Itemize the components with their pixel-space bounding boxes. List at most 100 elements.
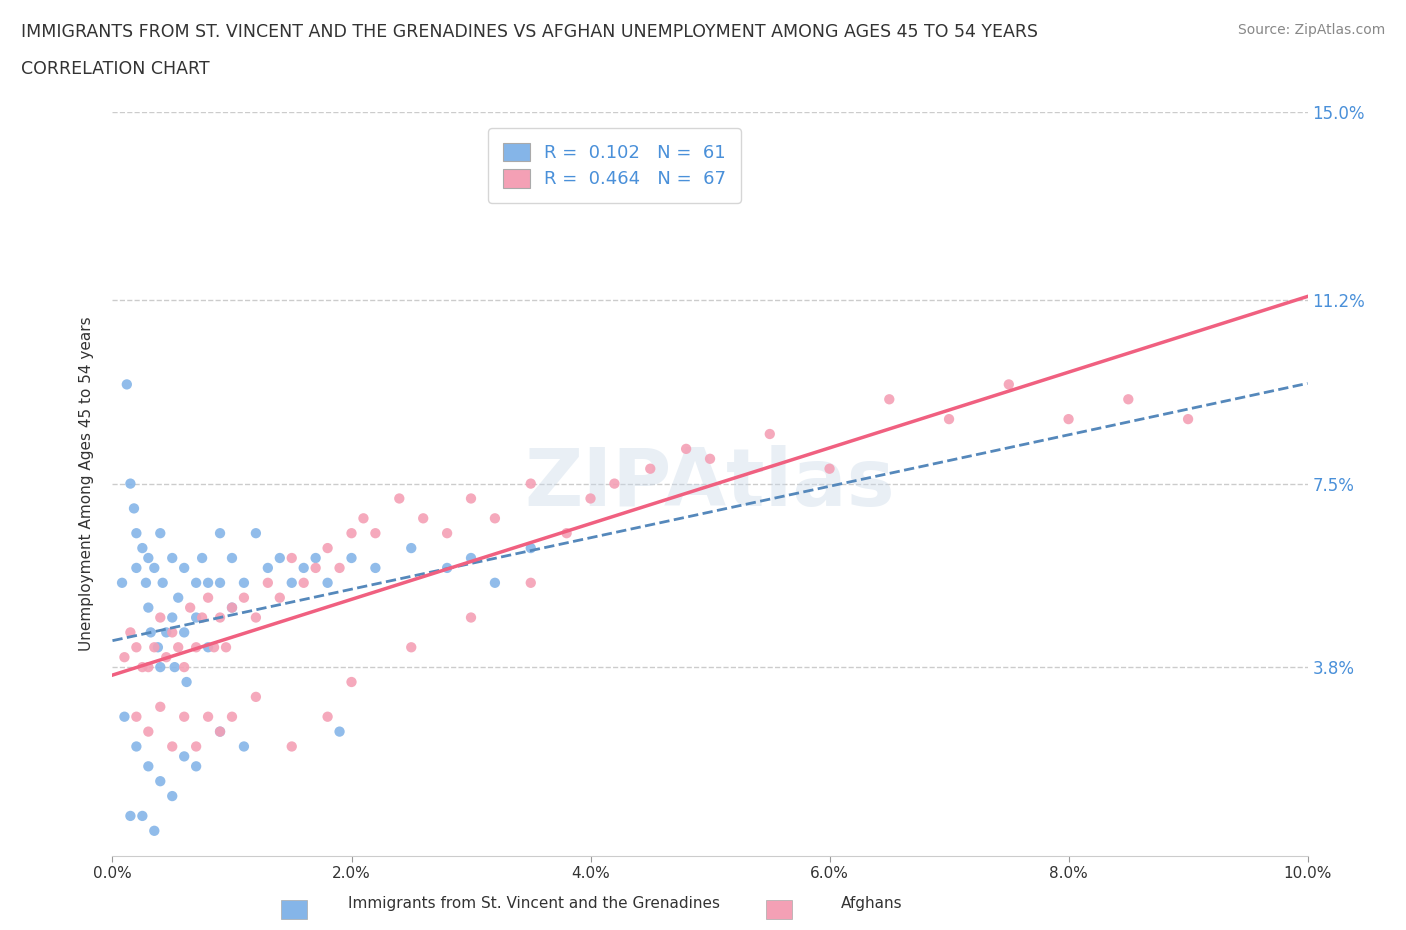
Text: Immigrants from St. Vincent and the Grenadines: Immigrants from St. Vincent and the Gren…	[349, 897, 720, 911]
Point	[281, 551, 304, 565]
Point	[176, 674, 198, 689]
Point	[111, 576, 134, 591]
Point	[143, 823, 166, 838]
Point	[998, 377, 1021, 392]
Point	[125, 561, 148, 576]
Point	[138, 759, 160, 774]
Point	[221, 710, 243, 724]
Point	[125, 525, 148, 540]
Point	[221, 551, 243, 565]
Point	[257, 561, 280, 576]
Point	[162, 610, 183, 625]
Point	[364, 561, 387, 576]
Point	[209, 576, 232, 591]
Point	[149, 525, 172, 540]
Point	[179, 600, 201, 615]
Point	[316, 710, 339, 724]
Point	[114, 710, 135, 724]
Point	[149, 610, 172, 625]
Point	[162, 625, 183, 640]
Point	[173, 749, 195, 764]
Point	[316, 540, 339, 555]
Point	[186, 640, 208, 655]
Point	[675, 442, 697, 457]
Point	[269, 591, 291, 605]
Point	[122, 501, 145, 516]
Point	[167, 591, 190, 605]
Point	[340, 551, 363, 565]
Point	[364, 525, 387, 540]
Point	[186, 759, 208, 774]
Point	[401, 540, 423, 555]
Point	[412, 511, 434, 525]
Point	[209, 724, 232, 739]
Point	[340, 525, 363, 540]
Text: Afghans: Afghans	[841, 897, 903, 911]
Text: IMMIGRANTS FROM ST. VINCENT AND THE GRENADINES VS AFGHAN UNEMPLOYMENT AMONG AGES: IMMIGRANTS FROM ST. VINCENT AND THE GREN…	[21, 23, 1038, 41]
Point	[191, 551, 214, 565]
Y-axis label: Unemployment Among Ages 45 to 54 years: Unemployment Among Ages 45 to 54 years	[79, 316, 94, 651]
Point	[699, 451, 721, 466]
Point	[135, 576, 157, 591]
Point	[484, 511, 506, 525]
Point	[120, 476, 142, 491]
Point	[460, 610, 482, 625]
Point	[520, 576, 543, 591]
Point	[138, 724, 160, 739]
Point	[131, 659, 153, 674]
Point	[209, 525, 232, 540]
Point	[281, 739, 304, 754]
Point	[149, 699, 172, 714]
Point	[139, 625, 162, 640]
Point	[173, 659, 195, 674]
Point	[316, 576, 339, 591]
Point	[520, 540, 543, 555]
Point	[209, 610, 232, 625]
Point	[353, 511, 375, 525]
Text: Source: ZipAtlas.com: Source: ZipAtlas.com	[1237, 23, 1385, 37]
Point	[125, 739, 148, 754]
Point	[436, 561, 458, 576]
Point	[460, 491, 482, 506]
Point	[162, 551, 183, 565]
Point	[1177, 412, 1199, 427]
Point	[579, 491, 602, 506]
Point	[186, 576, 208, 591]
Point	[233, 739, 256, 754]
Point	[162, 739, 183, 754]
Point	[155, 650, 177, 665]
Text: CORRELATION CHART: CORRELATION CHART	[21, 60, 209, 78]
Point	[115, 377, 138, 392]
Point	[186, 739, 208, 754]
Point	[257, 576, 280, 591]
Point	[401, 640, 423, 655]
Text: ZIPAtlas: ZIPAtlas	[524, 445, 896, 523]
Point	[640, 461, 662, 476]
Point	[292, 561, 315, 576]
Point	[245, 610, 267, 625]
Point	[281, 576, 304, 591]
Point	[149, 774, 172, 789]
Point	[436, 525, 458, 540]
Point	[759, 427, 782, 442]
Point	[163, 659, 186, 674]
Point	[879, 392, 901, 406]
Point	[131, 540, 153, 555]
Point	[125, 710, 148, 724]
Point	[305, 561, 328, 576]
Point	[152, 576, 174, 591]
Point	[1057, 412, 1080, 427]
Point	[233, 591, 256, 605]
Point	[120, 625, 142, 640]
Point	[292, 576, 315, 591]
Point	[197, 576, 219, 591]
Point	[215, 640, 238, 655]
Point	[221, 600, 243, 615]
Point	[173, 710, 195, 724]
Point	[120, 808, 142, 823]
Point	[173, 625, 195, 640]
Point	[329, 724, 352, 739]
Point	[162, 789, 183, 804]
Point	[143, 640, 166, 655]
Point	[938, 412, 960, 427]
